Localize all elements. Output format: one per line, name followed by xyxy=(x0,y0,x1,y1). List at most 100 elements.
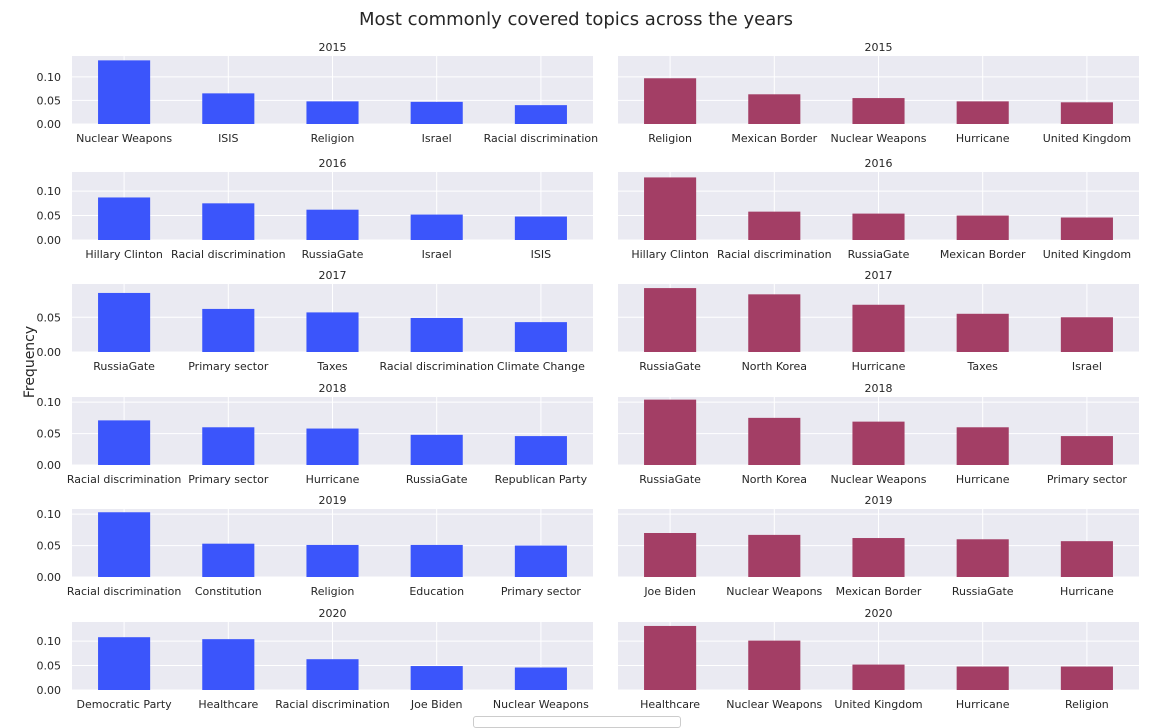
x-tick-label: Hillary Clinton xyxy=(631,248,709,261)
bar-mexican-border xyxy=(748,94,801,124)
bar-hillary-clinton xyxy=(98,197,151,240)
bar-religion xyxy=(306,544,359,577)
x-tick-label: North Korea xyxy=(742,473,807,486)
subplot-2015-left: Nuclear Weapons ISIS Religion Israel Racial … xyxy=(37,41,599,145)
x-tick-label: RussiaGate xyxy=(639,473,701,486)
subplot-title: 2015 xyxy=(865,41,893,54)
x-tick-label: Nuclear Weapons xyxy=(493,698,589,711)
subplot-title: 2018 xyxy=(319,382,347,395)
bar-israel xyxy=(410,214,463,240)
x-tick-label: Primary sector xyxy=(501,585,582,598)
x-tick-label: Hurricane xyxy=(956,473,1010,486)
y-tick-label: 0.00 xyxy=(37,571,62,584)
subplot-title: 2020 xyxy=(319,607,347,620)
bar-russiagate xyxy=(98,292,151,352)
bar-joe-biden xyxy=(644,533,697,577)
y-tick-label: 0.00 xyxy=(37,459,62,472)
bar-russiagate xyxy=(956,539,1009,577)
bar-nuclear-weapons xyxy=(852,98,905,124)
bar-israel xyxy=(410,101,463,124)
x-tick-label: Primary sector xyxy=(188,473,269,486)
bar-united-kingdom xyxy=(852,664,905,690)
x-tick-label: Racial discrimination xyxy=(275,698,390,711)
bar-taxes xyxy=(956,313,1009,352)
x-tick-label: Nuclear Weapons xyxy=(76,132,172,145)
x-tick-label: Israel xyxy=(422,132,452,145)
subplot-title: 2017 xyxy=(865,269,893,282)
x-tick-label: Israel xyxy=(1072,360,1102,373)
bar-racial-discrimination xyxy=(98,420,151,465)
subplot-2016-right: Hillary Clinton Racial discrimination Russ… xyxy=(618,157,1139,261)
x-tick-label: RussiaGate xyxy=(639,360,701,373)
bar-russiagate xyxy=(644,399,697,465)
x-tick-label: Hurricane xyxy=(306,473,360,486)
bar-primary-sector xyxy=(1060,436,1113,465)
x-tick-label: Primary sector xyxy=(1047,473,1128,486)
x-tick-label: RussiaGate xyxy=(848,248,910,261)
legend-box xyxy=(473,716,681,728)
subplot-2019-right: Joe Biden Nuclear Weapons Mexican Border Ru… xyxy=(618,494,1139,598)
bar-healthcare xyxy=(202,639,255,690)
x-tick-label: Primary sector xyxy=(188,360,269,373)
x-tick-label: Hurricane xyxy=(956,698,1010,711)
x-tick-label: Religion xyxy=(311,585,355,598)
bar-religion xyxy=(306,101,359,124)
subplot-2017-left: RussiaGate Primary sector Taxes Racial disc… xyxy=(37,269,593,373)
subplot-title: 2017 xyxy=(319,269,347,282)
bar-climate-change xyxy=(514,322,567,352)
x-tick-label: Racial discrimination xyxy=(171,248,286,261)
x-tick-label: RussiaGate xyxy=(302,248,364,261)
x-tick-label: United Kingdom xyxy=(1043,132,1131,145)
bar-republican-party xyxy=(514,436,567,465)
subplot-title: 2016 xyxy=(865,157,893,170)
y-tick-label: 0.05 xyxy=(37,94,62,107)
bar-united-kingdom xyxy=(1060,217,1113,240)
y-tick-label: 0.10 xyxy=(37,185,62,198)
x-tick-label: Healthcare xyxy=(640,698,700,711)
x-tick-label: Mexican Border xyxy=(836,585,922,598)
bar-education xyxy=(410,544,463,577)
x-tick-label: RussiaGate xyxy=(93,360,155,373)
subplot-2016-left: Hillary Clinton Racial discrimination Russ… xyxy=(37,157,593,261)
bar-primary-sector xyxy=(202,427,255,465)
bar-nuclear-weapons xyxy=(748,534,801,577)
bar-united-kingdom xyxy=(1060,102,1113,124)
bar-nuclear-weapons xyxy=(514,667,567,690)
x-tick-label: United Kingdom xyxy=(1043,248,1131,261)
bar-hurricane xyxy=(956,427,1009,465)
x-tick-label: Nuclear Weapons xyxy=(831,473,927,486)
bar-racial-discrimination xyxy=(748,211,801,240)
bar-racial-discrimination xyxy=(202,203,255,240)
x-tick-label: Republican Party xyxy=(495,473,588,486)
bar-russiagate xyxy=(410,434,463,465)
x-tick-label: Constitution xyxy=(195,585,262,598)
y-tick-label: 0.10 xyxy=(37,396,62,409)
bar-racial-discrimination xyxy=(98,512,151,577)
bar-north-korea xyxy=(748,417,801,465)
x-tick-label: Education xyxy=(409,585,464,598)
x-tick-label: Hurricane xyxy=(1060,585,1114,598)
x-tick-label: Racial discrimination xyxy=(67,585,182,598)
subplot-2018-left: Racial discrimination Primary sector Hurri… xyxy=(37,382,593,486)
bar-hurricane xyxy=(852,304,905,352)
bar-nuclear-weapons xyxy=(748,640,801,690)
bar-racial-discrimination xyxy=(514,105,567,124)
subplot-title: 2020 xyxy=(865,607,893,620)
bar-hurricane xyxy=(1060,541,1113,577)
subplot-2019-left: Racial discrimination Constitution Religio… xyxy=(37,494,593,598)
x-tick-label: Racial discrimination xyxy=(717,248,832,261)
bar-joe-biden xyxy=(410,666,463,690)
x-tick-label: Hurricane xyxy=(956,132,1010,145)
x-tick-label: Racial discrimination xyxy=(484,132,599,145)
bar-religion xyxy=(1060,666,1113,690)
y-tick-label: 0.00 xyxy=(37,346,62,359)
x-tick-label: Racial discrimination xyxy=(379,360,494,373)
x-tick-label: North Korea xyxy=(742,360,807,373)
bar-russiagate xyxy=(306,209,359,240)
bar-nuclear-weapons xyxy=(98,60,151,124)
chart-title: Most commonly covered topics across the … xyxy=(358,9,794,30)
x-tick-label: Religion xyxy=(648,132,692,145)
x-tick-label: Hillary Clinton xyxy=(85,248,163,261)
x-tick-label: Israel xyxy=(422,248,452,261)
